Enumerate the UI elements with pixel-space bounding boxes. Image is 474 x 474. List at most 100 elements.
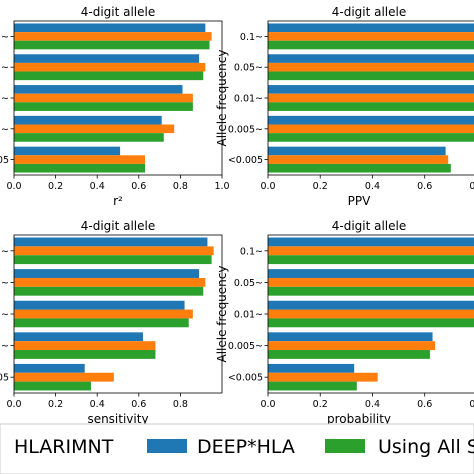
bar-hlarimnt-1: [268, 32, 474, 41]
legend-swatch-3: [325, 439, 365, 453]
x-tick-label: 0.6: [131, 181, 146, 192]
bar-deep-hla-4: [14, 332, 143, 342]
x-axis-label: sensitivity: [87, 412, 148, 426]
x-tick-label: 0.4: [90, 181, 105, 192]
bar-deep-hla-3: [14, 300, 185, 310]
bar-using-all-s-4: [14, 350, 156, 359]
bar-using-all-s-2: [14, 286, 204, 296]
bar-deep-hla-4: [268, 332, 433, 342]
bar-using-all-s-4: [14, 133, 164, 142]
bar-using-all-s-3: [14, 318, 189, 328]
chart-panel-2: 4-digit allele 0.0 0.2 0.4 0.6 0.8 0.1~ 0.05~ 0.…: [215, 5, 474, 208]
bar-hlarimnt-3: [14, 93, 193, 103]
bar-hlarimnt-2: [14, 62, 206, 72]
y-axis-label: Allele frequency: [215, 50, 229, 147]
bar-hlarimnt-4: [268, 124, 474, 134]
y-tick-label: ~: [1, 341, 9, 352]
bar-hlarimnt-2: [14, 277, 206, 287]
bar-using-all-s-3: [14, 102, 193, 111]
bar-hlarimnt-5: [268, 155, 449, 164]
bar-hlarimnt-2: [268, 277, 474, 287]
y-tick-label: <0.005: [228, 155, 263, 166]
bar-hlarimnt-4: [14, 124, 175, 134]
bar-using-all-s-2: [268, 286, 474, 296]
chart-title: 4-digit allele: [81, 5, 156, 19]
bar-deep-hla-5: [268, 363, 355, 373]
bar-deep-hla-2: [268, 54, 474, 63]
legend-frame: [0, 423, 474, 474]
x-tick-label: 0.0: [260, 181, 275, 192]
bar-using-all-s-1: [14, 40, 210, 50]
bar-using-all-s-5: [268, 381, 357, 391]
legend-swatch-2: [147, 439, 187, 453]
bar-deep-hla-4: [14, 115, 162, 125]
x-tick-label: 0.6: [417, 399, 432, 410]
x-tick-label: 0.0: [260, 399, 275, 410]
x-tick-label: 0.8: [469, 181, 474, 192]
bar-hlarimnt-1: [268, 246, 474, 256]
chart-title: 4-digit allele: [332, 219, 407, 233]
y-tick-label: ~: [1, 246, 9, 257]
bar-using-all-s-4: [268, 350, 430, 359]
chart-panel-4: 4-digit allele 0.0 0.2 0.4 0.6 0.8 0.1~ 0.05~ 0.…: [215, 219, 474, 426]
x-tick-label: 0.2: [48, 399, 63, 410]
x-tick-label: 0.4: [365, 399, 380, 410]
bar-hlarimnt-3: [14, 309, 193, 319]
y-tick-label: 0.05~: [234, 278, 263, 289]
chart-title: 4-digit allele: [81, 219, 156, 233]
bar-deep-hla-1: [14, 237, 208, 247]
y-tick-label: ~: [1, 94, 9, 105]
bar-deep-hla-5: [14, 146, 121, 156]
x-tick-label: 0.8: [173, 181, 188, 192]
bar-using-all-s-1: [268, 255, 474, 265]
x-tick-label: 0.2: [48, 181, 63, 192]
x-tick-label: 0.4: [90, 399, 105, 410]
bar-deep-hla-2: [14, 269, 200, 278]
x-tick-label: 0.0: [6, 399, 21, 410]
bar-using-all-s-2: [268, 71, 474, 81]
bar-using-all-s-3: [268, 318, 474, 328]
bar-using-all-s-2: [14, 71, 204, 81]
bar-hlarimnt-5: [14, 155, 146, 164]
bar-deep-hla-5: [268, 146, 446, 156]
bar-using-all-s-1: [268, 40, 474, 50]
chart-panel-3: 4-digit allele 0.0 0.2 0.4 0.6 0.8 ~ ~ ~ ~05 sensi…: [0, 219, 223, 426]
x-tick-label: 0.8: [469, 399, 474, 410]
legend: HLARIMNT DEEP*HLA Using All S: [0, 423, 474, 474]
bar-hlarimnt-5: [14, 372, 114, 382]
bar-using-all-s-5: [14, 381, 91, 391]
x-tick-label: 0.2: [313, 181, 328, 192]
y-tick-label: 0.005~: [228, 341, 263, 352]
y-tick-label: ~: [1, 32, 9, 43]
x-tick-label: 0.6: [131, 399, 146, 410]
bar-using-all-s-4: [268, 133, 474, 142]
y-tick-label: ~: [1, 124, 9, 135]
bar-hlarimnt-1: [14, 246, 214, 256]
y-tick-label: ~: [1, 310, 9, 321]
y-tick-label: 05: [0, 373, 9, 384]
bar-deep-hla-5: [14, 363, 85, 373]
bar-hlarimnt-4: [268, 341, 436, 351]
y-tick-label: 0.01~: [234, 310, 263, 321]
bar-hlarimnt-1: [14, 32, 212, 41]
x-tick-label: 1.0: [214, 181, 229, 192]
bar-deep-hla-3: [14, 85, 183, 94]
chart-panels: 4-digit allele 0.0 0.2 0.4 0.6 0.8 1.0 ~ ~ ~ ~005 r…: [0, 5, 474, 426]
bar-hlarimnt-3: [268, 93, 474, 103]
x-tick-label: 0.0: [6, 181, 21, 192]
x-tick-label: 0.4: [365, 181, 380, 192]
y-tick-label: ~: [1, 278, 9, 289]
bar-hlarimnt-3: [268, 309, 474, 319]
bar-deep-hla-1: [268, 237, 474, 247]
bar-using-all-s-5: [268, 163, 451, 173]
y-tick-label: 0.05~: [234, 63, 263, 74]
legend-label-3: Using All S: [378, 436, 474, 458]
bar-using-all-s-1: [14, 255, 212, 265]
x-axis-label: PPV: [348, 194, 371, 208]
bar-hlarimnt-4: [14, 341, 156, 351]
y-tick-label: 0.1~: [240, 32, 263, 43]
y-tick-label: <0.005: [228, 373, 263, 384]
x-tick-label: 0.8: [173, 399, 188, 410]
bar-deep-hla-1: [14, 23, 206, 33]
